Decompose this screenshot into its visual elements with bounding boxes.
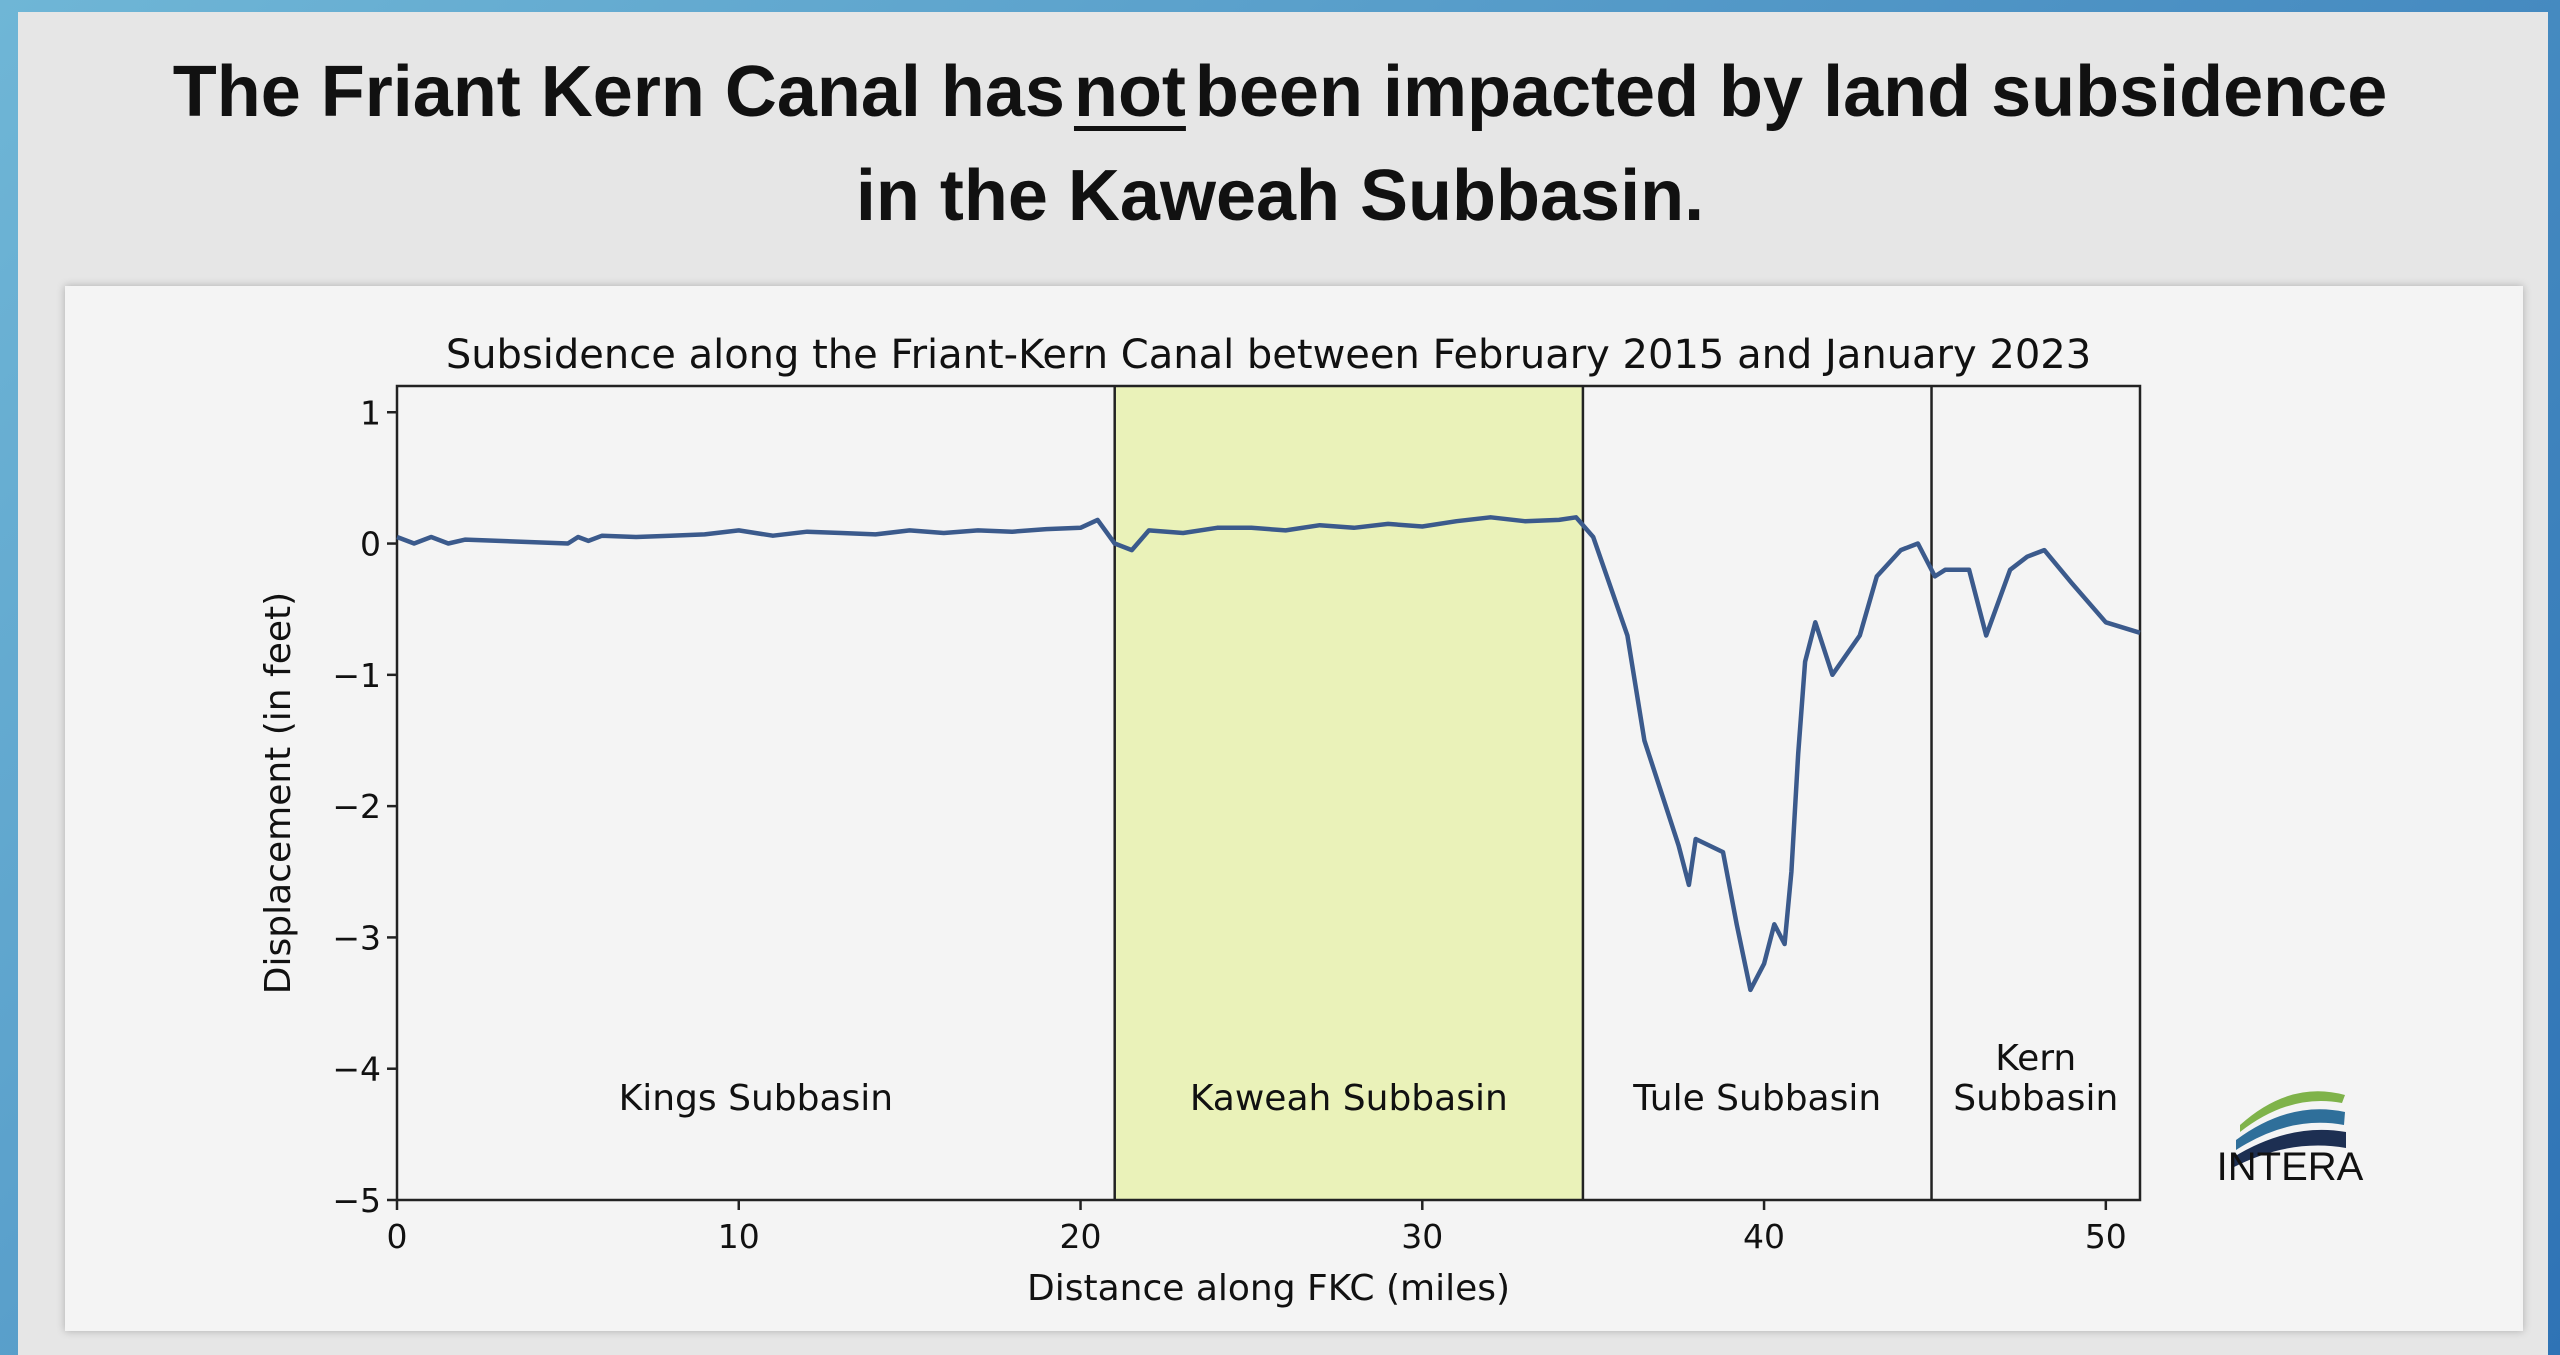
y-tick-label: 0: [360, 525, 381, 564]
chart-title: Subsidence along the Friant-Kern Canal b…: [446, 332, 2091, 378]
title-text: The Friant Kern Canal has: [172, 52, 1065, 132]
region-label: Subbasin: [1953, 1078, 2118, 1119]
logo-swoosh: [2236, 1109, 2345, 1150]
y-tick-label: −1: [332, 656, 381, 695]
y-tick-label: −5: [332, 1181, 381, 1220]
x-axis-label: Distance along FKC (miles): [1027, 1268, 1510, 1309]
region-label: Tule Subbasin: [1632, 1078, 1881, 1119]
region-label: Kaweah Subbasin: [1190, 1078, 1508, 1119]
region-shade: [1114, 386, 1583, 1200]
title-text: in the Kaweah Subbasin.: [855, 156, 1705, 236]
region-label: Kern: [1995, 1038, 2076, 1079]
y-tick-label: −2: [332, 787, 381, 826]
y-axis-label: Displacement (in feet): [258, 592, 299, 994]
logo-swoosh: [2232, 1129, 2346, 1168]
title-text: been impacted by land subsidence: [1194, 52, 2388, 132]
y-tick-label: −4: [332, 1050, 381, 1089]
region-label: Kings Subbasin: [619, 1078, 893, 1119]
x-tick-label: 10: [718, 1217, 760, 1256]
x-tick-label: 30: [1401, 1217, 1443, 1256]
logo: INTERA: [2217, 1091, 2364, 1189]
slide-title: The Friant Kern Canal has not been impacte…: [0, 40, 2560, 248]
title-emphasis: not: [1073, 52, 1186, 132]
data-line: [396, 515, 2141, 993]
y-tick-label: 1: [360, 393, 381, 432]
x-tick-label: 20: [1060, 1217, 1102, 1256]
x-tick-label: 40: [1743, 1217, 1785, 1256]
logo-swoosh: [2240, 1091, 2345, 1132]
x-tick-label: 0: [387, 1217, 408, 1256]
y-tick-label: −3: [332, 918, 381, 957]
title-line: The Friant Kern Canal has not been impacte…: [0, 40, 2560, 144]
title-line: in the Kaweah Subbasin.: [0, 144, 2560, 248]
plot-frame: [395, 384, 2142, 1202]
x-tick-label: 50: [2085, 1217, 2127, 1256]
logo-text: INTERA: [2217, 1145, 2364, 1189]
